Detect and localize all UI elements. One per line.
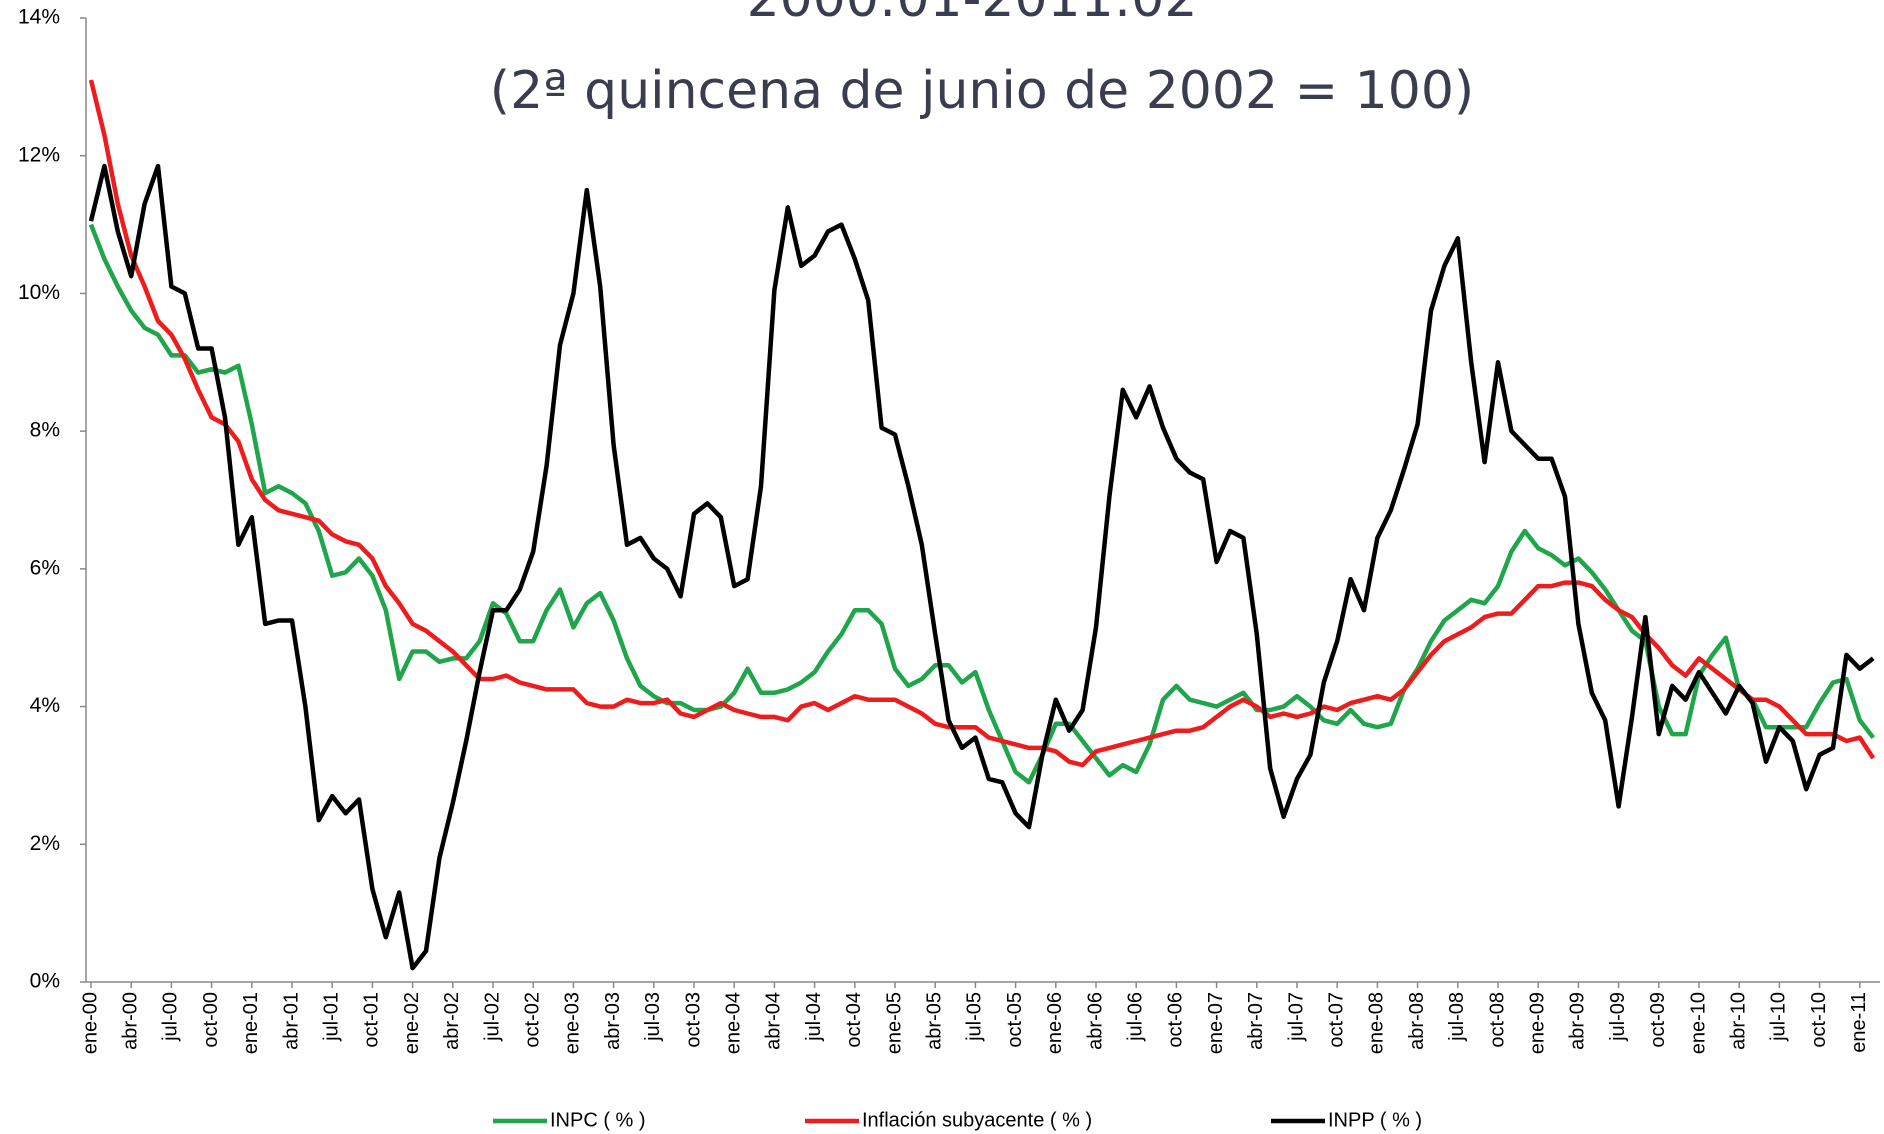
x-tick-label: jul-10	[1768, 992, 1790, 1042]
y-tick-label: 8%	[30, 419, 60, 442]
x-tick-label: ene-07	[1205, 992, 1227, 1054]
x-tick-label: ene-09	[1526, 992, 1548, 1054]
x-tick-label: abr-06	[1084, 992, 1106, 1050]
y-tick-label: 6%	[30, 556, 60, 579]
legend-label: Inflación subyacente ( % )	[862, 1109, 1092, 1131]
series-line	[88, 223, 1875, 785]
y-tick-label: 14%	[18, 6, 60, 29]
x-tick-label: oct-02	[521, 992, 543, 1048]
x-tick-label: ene-03	[562, 992, 584, 1054]
x-tick-label: oct-01	[361, 992, 383, 1048]
chart-subtitle: (2ª quincena de junio de 2002 = 100)	[490, 61, 1474, 121]
y-tick-label: 10%	[18, 281, 60, 304]
legend-label: INPC ( % )	[550, 1109, 646, 1131]
x-tick-label: jul-08	[1446, 992, 1468, 1042]
legend-label: INPP ( % )	[1328, 1109, 1422, 1131]
x-tick-label: ene-08	[1366, 992, 1388, 1054]
x-tick-label: oct-08	[1486, 992, 1508, 1048]
x-tick-label: oct-04	[843, 992, 865, 1048]
x-tick-label: ene-04	[722, 992, 744, 1054]
x-tick-label: abr-03	[602, 992, 624, 1050]
x-tick-label: ene-02	[401, 992, 423, 1054]
x-tick-label: abr-02	[441, 992, 463, 1050]
x-tick-label: oct-03	[682, 992, 704, 1048]
x-tick-label: jul-03	[642, 992, 664, 1042]
x-tick-label: jul-01	[320, 992, 342, 1042]
x-tick-label: jul-07	[1285, 992, 1307, 1042]
series-line	[88, 163, 1875, 971]
x-tick-label: oct-10	[1808, 992, 1830, 1048]
x-tick-label: ene-05	[883, 992, 905, 1054]
x-tick-label: oct-09	[1647, 992, 1669, 1048]
x-tick-label: abr-05	[923, 992, 945, 1050]
x-tick-label: abr-08	[1406, 992, 1428, 1050]
x-tick-label: ene-01	[240, 992, 262, 1054]
chart-title: 2000:01-2011:02	[747, 0, 1198, 29]
x-tick-label: jul-06	[1124, 992, 1146, 1042]
y-tick-label: 4%	[30, 694, 60, 717]
series-line	[88, 79, 1876, 768]
y-tick-label: 2%	[30, 832, 60, 855]
x-tick-label: jul-04	[803, 992, 825, 1042]
x-tick-label: abr-01	[280, 992, 302, 1050]
x-tick-label: abr-09	[1567, 992, 1589, 1050]
x-tick-label: abr-00	[119, 992, 141, 1050]
y-tick-label: 0%	[30, 970, 60, 993]
x-tick-label: abr-04	[763, 992, 785, 1050]
x-tick-label: oct-07	[1325, 992, 1347, 1048]
x-tick-label: jul-05	[964, 992, 986, 1042]
y-tick-label: 12%	[18, 143, 60, 166]
x-tick-label: abr-07	[1245, 992, 1267, 1050]
x-tick-label: jul-09	[1607, 992, 1629, 1042]
x-tick-label: ene-11	[1848, 992, 1870, 1053]
x-tick-label: ene-06	[1044, 992, 1066, 1054]
x-tick-label: abr-10	[1727, 992, 1749, 1050]
x-tick-label: jul-00	[160, 992, 182, 1042]
x-tick-label: oct-05	[1004, 992, 1026, 1048]
x-tick-label: jul-02	[481, 992, 503, 1042]
x-tick-label: oct-00	[200, 992, 222, 1048]
x-tick-label: oct-06	[1165, 992, 1187, 1048]
x-tick-label: ene-10	[1687, 992, 1709, 1054]
x-tick-label: ene-00	[79, 992, 101, 1054]
